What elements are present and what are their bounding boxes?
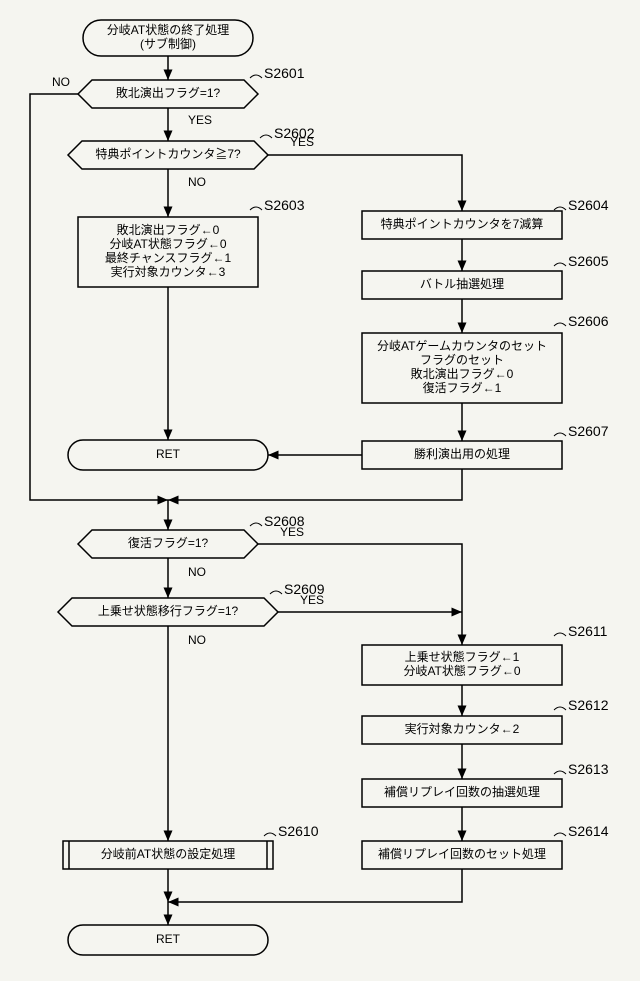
edge-label: YES xyxy=(188,113,212,127)
node-text: 敗北演出フラグ←0 xyxy=(117,222,220,237)
step-label: S2608 xyxy=(264,513,305,529)
step-label: S2609 xyxy=(284,581,325,597)
step-label: S2607 xyxy=(568,423,609,439)
node-text: 勝利演出用の処理 xyxy=(414,446,510,461)
node-text: 上乗せ状態移行フラグ=1? xyxy=(98,603,239,618)
step-label: S2614 xyxy=(568,823,609,839)
node-text: 敗北演出フラグ=1? xyxy=(116,85,221,100)
node-text: 特典ポイントカウンタ≧7? xyxy=(95,146,241,161)
step-label: S2612 xyxy=(568,697,609,713)
node-text: 上乗せ状態フラグ←1 xyxy=(405,649,520,664)
node-text: 復活フラグ=1? xyxy=(128,535,209,550)
node-text: 分岐ATゲームカウンタのセット xyxy=(377,339,547,353)
node-text: バトル抽選処理 xyxy=(420,277,504,291)
node-text: RET xyxy=(156,932,181,946)
step-label: S2610 xyxy=(278,823,319,839)
step-label: S2605 xyxy=(568,253,609,269)
node-text: (サブ制御) xyxy=(140,36,196,51)
flowchart-canvas: YESNONOYESNOYESNOYES分岐AT状態の終了処理(サブ制御)敗北演… xyxy=(0,0,640,981)
step-label: S2611 xyxy=(568,623,608,639)
node-text: 実行対象カウンタ←2 xyxy=(405,721,520,736)
node-text: 補償リプレイ回数のセット処理 xyxy=(378,846,546,861)
node-text: 特典ポイントカウンタを7減算 xyxy=(381,216,544,231)
node-text: 復活フラグ←1 xyxy=(423,380,502,395)
step-label: S2613 xyxy=(568,761,609,777)
step-label: S2602 xyxy=(274,125,315,141)
node-text: 補償リプレイ回数の抽選処理 xyxy=(384,784,540,799)
node-text: 敗北演出フラグ←0 xyxy=(411,366,514,381)
step-label: S2606 xyxy=(568,313,609,329)
edge-label: NO xyxy=(188,565,206,579)
node-text: 分岐AT状態フラグ←0 xyxy=(403,663,520,678)
node-text: 分岐前AT状態の設定処理 xyxy=(101,846,235,861)
node-text: 分岐AT状態フラグ←0 xyxy=(109,236,226,251)
step-label: S2601 xyxy=(264,65,305,81)
node-text: フラグのセット xyxy=(420,353,504,367)
node-text: 分岐AT状態の終了処理 xyxy=(107,22,229,37)
node-text: 実行対象カウンタ←3 xyxy=(111,264,226,279)
node-ret2: RET xyxy=(68,925,268,955)
node-text: 最終チャンスフラグ←1 xyxy=(105,250,232,265)
edge-label: NO xyxy=(188,633,206,647)
node-ret1: RET xyxy=(68,440,268,470)
step-label: S2603 xyxy=(264,197,305,213)
node-start: 分岐AT状態の終了処理(サブ制御) xyxy=(83,20,253,56)
node-text: RET xyxy=(156,447,181,461)
step-label: S2604 xyxy=(568,197,609,213)
edge-label: NO xyxy=(52,75,70,89)
edge-label: NO xyxy=(188,175,206,189)
